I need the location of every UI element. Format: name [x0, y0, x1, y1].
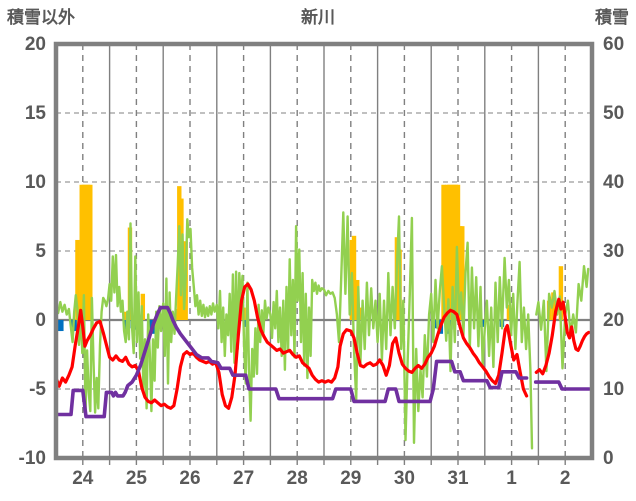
svg-text:40: 40	[603, 172, 624, 193]
red_line-series	[54, 282, 591, 410]
right-axis-title: 積雪	[595, 8, 629, 27]
chart-title: 新川	[301, 8, 335, 27]
svg-text:20: 20	[603, 310, 624, 331]
x-axis-ticks	[82, 460, 566, 465]
svg-text:27: 27	[233, 468, 254, 489]
left-axis-title: 積雪以外	[7, 8, 75, 27]
svg-text:0: 0	[35, 310, 46, 331]
left-axis-labels: 20 15 10 5 0 -5 -10	[19, 34, 47, 469]
vertical-gridlines	[82, 44, 566, 458]
svg-text:29: 29	[340, 468, 361, 489]
svg-text:1: 1	[506, 468, 517, 489]
svg-text:10: 10	[603, 379, 624, 400]
purple_line-series	[54, 305, 592, 419]
svg-text:30: 30	[394, 468, 415, 489]
svg-text:15: 15	[25, 103, 47, 124]
svg-text:24: 24	[72, 468, 94, 489]
svg-text:28: 28	[287, 468, 308, 489]
svg-text:60: 60	[603, 34, 624, 55]
svg-text:26: 26	[179, 468, 200, 489]
right-axis-labels: 60 50 40 30 20 10 0	[603, 34, 624, 469]
svg-text:2: 2	[560, 468, 571, 489]
green_line-series	[54, 211, 590, 450]
svg-text:5: 5	[35, 241, 46, 262]
svg-text:10: 10	[25, 172, 46, 193]
orange_bars-series	[75, 184, 564, 320]
svg-text:31: 31	[447, 468, 469, 489]
svg-text:50: 50	[603, 103, 624, 124]
svg-text:20: 20	[25, 34, 46, 55]
plot-border	[53, 41, 595, 461]
svg-text:-5: -5	[29, 379, 46, 400]
x-axis-labels: 24 25 26 27 28 29 30 31 1 2	[72, 468, 570, 489]
svg-text:0: 0	[603, 448, 614, 469]
svg-text:30: 30	[603, 241, 624, 262]
svg-text:25: 25	[126, 468, 148, 489]
svg-text:-10: -10	[19, 448, 46, 469]
